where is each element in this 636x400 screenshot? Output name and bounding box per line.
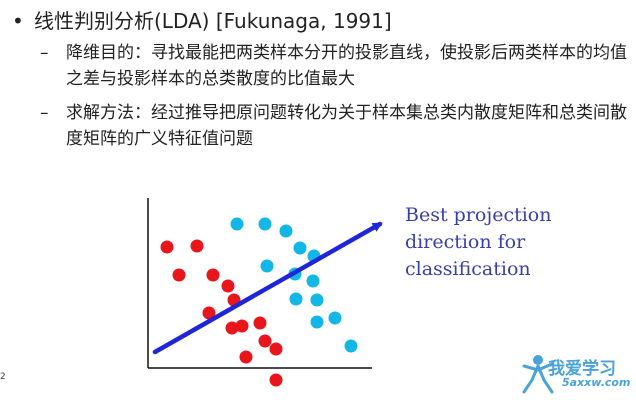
projection-arrow [152, 221, 383, 355]
cyan-point [279, 224, 293, 238]
arrow-caption: Best projection direction for classifica… [405, 202, 551, 283]
red-point [269, 342, 283, 356]
cyan-point [289, 292, 303, 306]
cyan-point [310, 315, 324, 329]
caption-line-2: direction for [405, 231, 526, 253]
figure-icon [522, 355, 554, 394]
caption-line-3: classification [405, 258, 531, 280]
red-point [258, 334, 272, 348]
cyan-point [258, 217, 272, 231]
sub-bullet-method-text: 求解方法：经过推导把原问题转化为关于样本集总类内散度矩阵和总类间散度矩阵的广义特… [66, 103, 627, 149]
red-point [225, 321, 239, 335]
cyan-point [230, 217, 244, 231]
page-number: 2 [0, 372, 6, 382]
sub-bullet-dash: – [40, 103, 49, 123]
bullet-dot: • [12, 9, 24, 33]
cyan-point [306, 274, 320, 288]
red-point [239, 350, 253, 364]
sub-bullet-purpose: – 降维目的：寻找最能把两类样本分开的投影直线，使投影后两类样本的均值之差与投影… [40, 40, 630, 92]
red-point [269, 373, 283, 387]
red-point [202, 306, 216, 320]
red-point [160, 240, 174, 254]
cyan-point [260, 259, 274, 273]
red-class-points [160, 239, 283, 387]
cyan-point [310, 293, 324, 307]
red-point [190, 239, 204, 253]
watermark-logo: 我爱学习 5axxw.com [518, 352, 630, 396]
main-bullet-text: 线性判别分析(LDA) [Fukunaga, 1991] [34, 9, 392, 33]
cyan-class-points [230, 217, 358, 353]
cyan-point [293, 241, 307, 255]
main-bullet: • 线性判别分析(LDA) [Fukunaga, 1991] [12, 8, 392, 34]
caption-line-1: Best projection [405, 204, 552, 226]
cyan-point [328, 311, 342, 325]
watermark-en-text: 5axxw.com [562, 376, 631, 389]
sub-bullet-method: – 求解方法：经过推导把原问题转化为关于样本集总类内散度矩阵和总类间散度矩阵的广… [40, 100, 630, 152]
red-point [172, 268, 186, 282]
watermark-cn-text: 我爱学习 [548, 359, 616, 379]
sub-bullet-dash: – [40, 43, 49, 63]
red-point [235, 319, 249, 333]
sub-bullet-purpose-text: 降维目的：寻找最能把两类样本分开的投影直线，使投影后两类样本的均值之差与投影样本… [66, 43, 627, 89]
red-point [221, 279, 235, 293]
red-point [253, 316, 267, 330]
red-point [206, 268, 220, 282]
cyan-point [344, 339, 358, 353]
